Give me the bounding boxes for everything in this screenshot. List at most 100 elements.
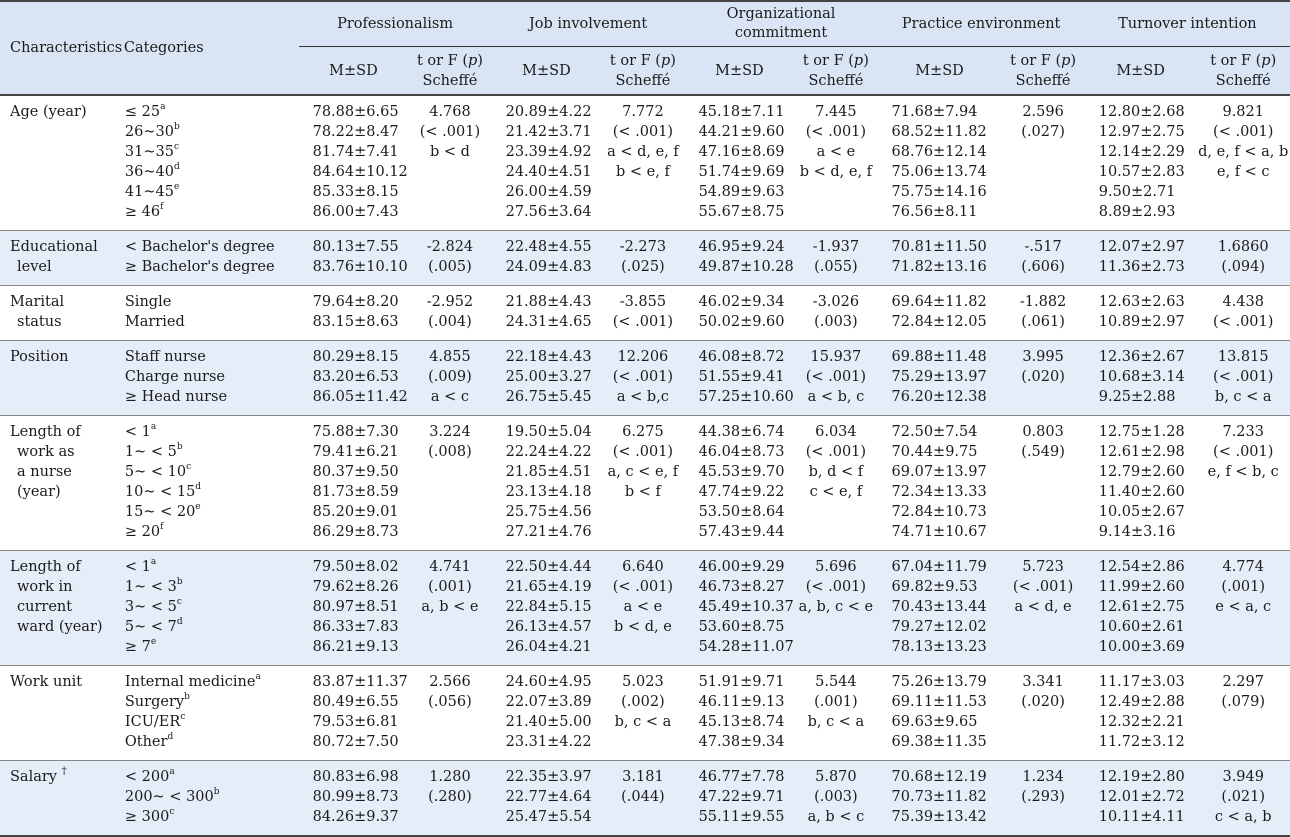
table-body: Age (year) ≤ 25a 26~30b 31~35c 36~40d 41~45e ≥… [0,95,1290,837]
stat-value: a < e [816,144,856,160]
category-label: 5~ < 10c [124,462,192,481]
stat-value: (.044) [621,789,665,805]
header-scheffe-label: Scheffé [808,72,864,89]
stat-value: (.001) [1221,579,1266,595]
stat-value: (< .001) [805,369,867,385]
stat-value: (.293) [1021,789,1065,805]
mean-sd-value: 11.99±2.60 [1098,579,1185,595]
prac-mean-sd-cell: 69.88±11.48 75.29±13.97 76.20±12.38 [877,340,1002,416]
stat-value: (< .001) [612,444,674,460]
mean-sd-value: 72.34±13.33 [891,484,987,500]
mean-sd-value: 53.60±8.75 [698,619,785,635]
category-label: 10~ < 15d [124,482,202,501]
stat-value: (.280) [428,789,472,805]
org-mean-sd-cell: 45.18±7.11 44.21±9.60 47.16±8.69 51.74±9.69… [684,95,795,231]
header-group-practice-environment: Practice environment [877,1,1085,47]
mean-sd-value: 74.71±10.67 [891,524,987,540]
org-stat-cell: 6.034 (< .001) b, d < f c < e, f [794,415,878,551]
header-scheffe-label: Scheffé [1015,72,1071,89]
mean-sd-value: 22.24±4.22 [505,444,592,460]
mean-sd-value: 79.62±8.26 [312,579,399,595]
group-superscript: c [180,712,186,722]
mean-sd-value: 27.21±4.76 [505,524,592,540]
job-mean-sd-cell: 19.50±5.04 22.24±4.22 21.85±4.51 23.13±4.18… [491,415,602,551]
category-cell: < 200a 200~ < 300b ≥ 300c [121,760,299,837]
mean-sd-value: 22.35±3.97 [505,769,592,785]
mean-sd-value: 81.73±8.59 [312,484,399,500]
characteristic-label: a nurse [17,464,72,480]
stat-value: (.008) [428,444,472,460]
mean-sd-value: 70.43±13.44 [891,599,987,615]
characteristic-label: Position [10,349,69,365]
org-mean-sd-cell: 51.91±9.71 46.11±9.13 45.13±8.74 47.38±9.34 [684,665,795,761]
group-superscript: a [255,672,261,682]
mean-sd-value: 80.37±9.50 [312,464,399,480]
group-superscript: a [150,557,157,567]
stat-value: 6.034 [815,424,857,440]
mean-sd-value: 9.50±2.71 [1098,184,1176,200]
stat-value: (.002) [621,694,665,710]
stat-value: 3.341 [1022,674,1064,690]
mean-sd-value: 21.88±4.43 [505,294,592,310]
stat-value: a < b,c [616,389,669,405]
mean-sd-value: 86.33±7.83 [312,619,399,635]
header-mean-sd: M±SD [715,62,764,79]
stat-value: (.606) [1021,259,1065,275]
mean-sd-value: 12.97±2.75 [1098,124,1185,140]
category-label: Single [124,294,172,310]
job-mean-sd-cell: 24.60±4.95 22.07±3.89 21.40±5.00 23.31±4.22 [491,665,602,761]
header-mean-sd: M±SD [1116,62,1165,79]
org-stat-cell: -3.026 (.003) [794,285,878,341]
mean-sd-value: 45.53±9.70 [698,464,785,480]
prac-mean-sd-cell: 67.04±11.79 69.82±9.53 70.43±13.44 79.27±12… [877,550,1002,666]
job-mean-sd-cell: 22.50±4.44 21.65±4.19 22.84±5.15 26.13±4.57… [491,550,602,666]
stat-value: 3.949 [1222,769,1264,785]
header-group-turnover-intention: Turnover intention [1084,1,1290,47]
category-label: 15~ < 20e [124,502,201,521]
turn-stat-cell: 7.233 (< .001) e, f < b, c [1196,415,1290,551]
mean-sd-value: 70.81±11.50 [891,239,987,255]
job-stat-cell: 12.206 (< .001) a < b,c [601,340,685,416]
stat-value: 4.774 [1222,559,1264,575]
category-label: Internal medicinea [124,672,261,691]
mean-sd-value: 69.11±11.53 [891,694,987,710]
turn-mean-sd-cell: 12.75±1.28 12.61±2.98 12.79±2.60 11.40±2.60… [1084,415,1197,551]
mean-sd-value: 22.18±4.43 [505,349,592,365]
stat-value: 7.445 [815,104,857,120]
header-stat-scheffe: t or F (p) Scheffé [408,47,491,96]
group-superscript: e [150,637,157,647]
mean-sd-value: 11.17±3.03 [1098,674,1185,690]
category-label: 1~ < 5b [124,442,183,461]
mean-sd-value: 24.31±4.65 [505,314,592,330]
header-stat-label: t or F ( [1010,52,1062,69]
mean-sd-value: 76.20±12.38 [891,389,987,405]
mean-sd-value: 46.00±9.29 [698,559,785,575]
mean-sd-value: 70.68±12.19 [891,769,987,785]
header-p-label: p [853,52,864,69]
group-superscript: b [176,442,183,452]
table-row: Work unit Internal medicinea Surgeryb ICU/E… [0,665,1290,761]
group-superscript: a [169,767,175,777]
mean-sd-value: 21.42±3.71 [505,124,592,140]
prac-stat-cell: 1.234 (.293) [1001,760,1085,837]
stat-value: -3.855 [619,294,667,310]
stat-value: 5.696 [815,559,857,575]
mean-sd-value: 71.82±13.16 [891,259,987,275]
stat-value: e < a, c [1215,599,1272,615]
stat-value: b, c < a [614,714,672,730]
org-mean-sd-cell: 46.77±7.78 47.22±9.71 55.11±9.55 [684,760,795,837]
stat-value: b, c < a [807,714,865,730]
stat-value: (< .001) [1213,124,1274,140]
mean-sd-value: 12.79±2.60 [1098,464,1185,480]
header-stat-close: ) [1270,52,1277,69]
turn-stat-cell: 2.297 (.079) [1196,665,1290,761]
mean-sd-value: 75.29±13.97 [891,369,987,385]
org-stat-cell: 5.696 (< .001) a, b, c < e [794,550,878,666]
stat-value: 2.297 [1222,674,1264,690]
header-stat-label: t or F ( [1210,52,1262,69]
mean-sd-value: 23.13±4.18 [505,484,592,500]
mean-sd-value: 86.05±11.42 [312,389,408,405]
category-cell: ≤ 25a 26~30b 31~35c 36~40d 41~45e ≥ 46f [121,95,299,231]
mean-sd-value: 86.21±9.13 [312,639,399,655]
group-superscript: b [213,787,220,797]
